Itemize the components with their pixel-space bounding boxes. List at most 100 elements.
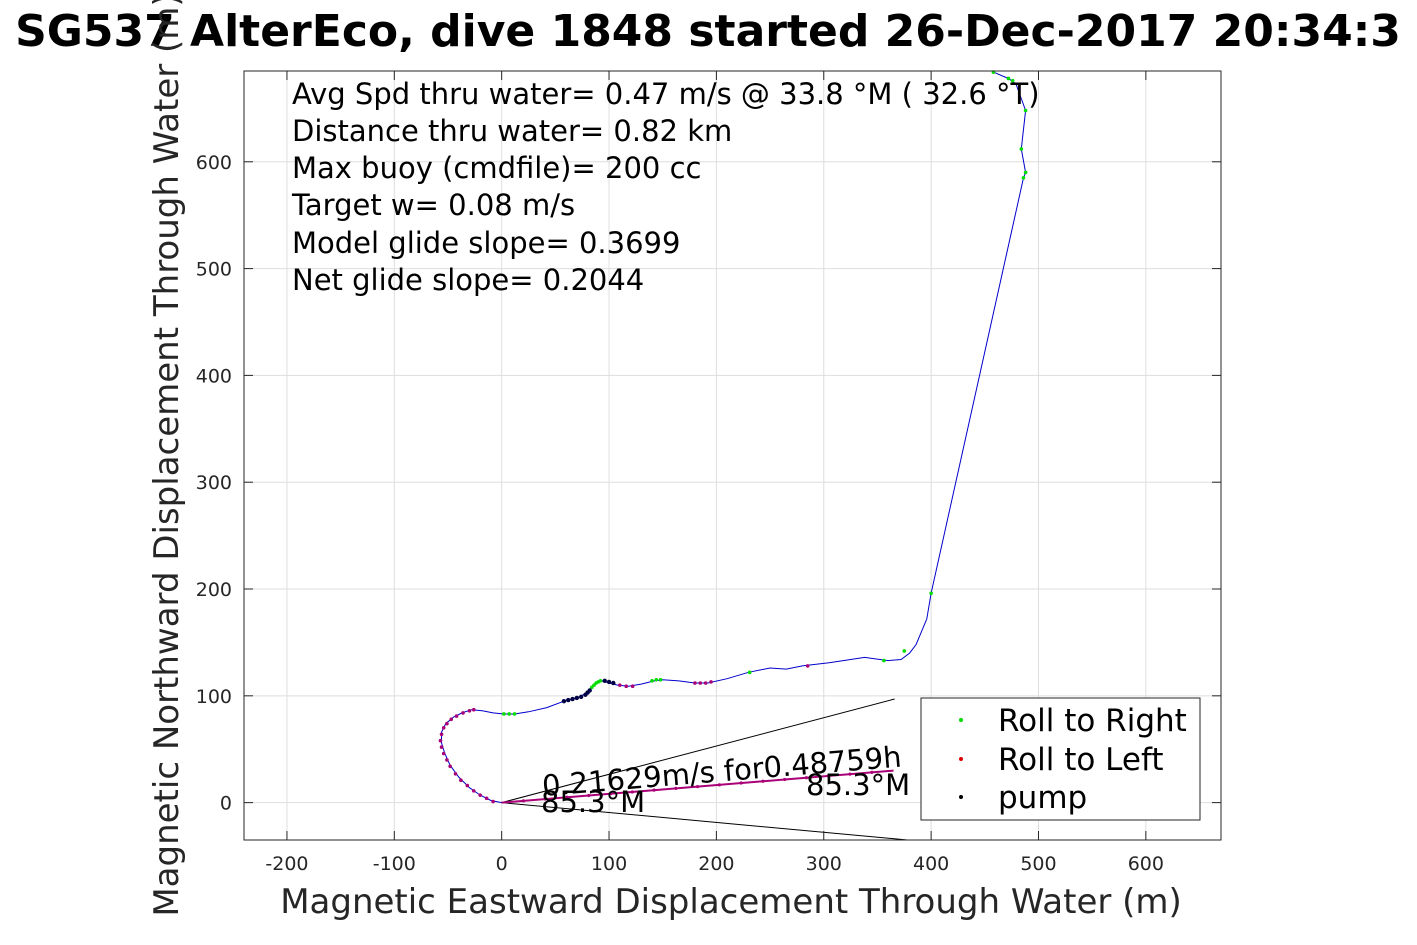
roll-left-point	[693, 681, 697, 685]
roll-left-point	[698, 681, 703, 685]
x-axis-label: Magnetic Eastward Displacement Through W…	[280, 882, 1182, 922]
roll-left-point	[617, 683, 622, 687]
roll-left-point	[449, 717, 454, 722]
pump-point	[561, 698, 567, 704]
current-vector-point	[543, 797, 547, 801]
legend-marker-roll-right	[959, 718, 963, 722]
info-distance: Distance thru water= 0.82 km	[292, 114, 732, 148]
current-vector-point	[630, 790, 634, 794]
roll-left-point	[703, 681, 708, 685]
roll-left-point	[441, 726, 446, 730]
roll-right-point	[1021, 176, 1026, 180]
roll-left-point	[438, 738, 443, 743]
current-vector-point	[565, 795, 569, 799]
current-vector-point	[739, 781, 743, 785]
current-vector-point	[587, 793, 591, 798]
y-tick-label: 100	[196, 686, 232, 708]
x-tick-label: 500	[1020, 853, 1056, 875]
heading-label-right: 85.3°M	[806, 768, 910, 802]
current-vector-point	[696, 784, 700, 789]
current-vector-point	[870, 770, 874, 774]
info-model-glide-slope: Model glide slope= 0.3699	[292, 226, 680, 260]
roll-left-point	[448, 764, 452, 769]
roll-left-point	[445, 758, 449, 762]
x-tick-label: 300	[806, 853, 842, 875]
roll-right-point	[1006, 76, 1011, 81]
roll-right-point	[650, 679, 654, 683]
roll-right-point	[598, 679, 603, 683]
current-vector-point	[717, 783, 721, 787]
pump-point	[574, 695, 580, 701]
x-tick-label: 100	[591, 853, 627, 875]
roll-right-point	[902, 649, 907, 653]
pump-point	[566, 697, 571, 703]
roll-left-point	[459, 778, 463, 782]
legend-label-roll-left: Roll to Left	[998, 742, 1164, 778]
ticks: -200 -100 0 100 200 300 400 500 600 0 100 200 300 400…	[196, 71, 1221, 875]
roll-left-point	[445, 721, 449, 726]
heading-label-left: 85.3°M	[541, 785, 645, 819]
x-tick-label: -200	[265, 853, 308, 875]
roll-right-point	[507, 712, 511, 716]
roll-right-point	[1023, 108, 1028, 113]
series-layer	[438, 70, 1028, 841]
y-tick-label: 500	[196, 259, 232, 281]
info-text-block: Avg Spd thru water= 0.47 m/s @ 33.8 °M (…	[291, 77, 1040, 297]
roll-left-point	[461, 711, 465, 715]
x-tick-label: 400	[913, 853, 949, 875]
pump-point	[570, 696, 575, 702]
roll-left-point	[439, 732, 444, 737]
y-tick-label: 0	[220, 793, 232, 815]
roll-left-point	[484, 796, 489, 801]
roll-right-point	[1010, 78, 1015, 83]
roll-left-point	[439, 745, 444, 749]
y-tick-label: 600	[196, 152, 232, 174]
info-target-w: Target w= 0.08 m/s	[291, 188, 575, 222]
chart-title: SG537 AlterEco, dive 1848 started 26-Dec…	[15, 6, 1401, 57]
current-vector-point	[848, 772, 852, 776]
y-tick-label: 300	[196, 472, 232, 494]
roll-right-point	[512, 712, 517, 716]
roll-left-point	[805, 664, 810, 668]
current-vector-point	[608, 792, 613, 796]
legend-marker-pump	[959, 795, 963, 799]
legend-box	[920, 697, 1201, 821]
roll-left-point	[465, 783, 470, 788]
current-wedge-upper	[501, 698, 895, 804]
current-vector-point	[652, 788, 656, 792]
roll-left-point	[453, 771, 458, 776]
x-tick-label: 0	[496, 853, 508, 875]
roll-right-point	[654, 677, 659, 682]
pump-point	[587, 688, 592, 693]
current-vector-point	[761, 779, 765, 783]
roll-right-point	[1019, 147, 1024, 151]
roll-left-point	[491, 799, 495, 804]
x-tick-label: 200	[698, 853, 734, 875]
current-vector-point	[783, 777, 787, 782]
legend-label-pump: pump	[998, 780, 1087, 816]
roll-left-point	[478, 793, 482, 797]
legend-marker-roll-left	[959, 757, 963, 761]
current-vector-point	[826, 774, 830, 778]
y-tick-label: 200	[196, 579, 232, 601]
roll-right-point	[929, 591, 933, 596]
track-line	[441, 71, 1027, 804]
legend-label-roll-right: Roll to Right	[998, 703, 1187, 739]
current-wedge-lower	[501, 802, 908, 841]
roll-right-point	[747, 670, 752, 675]
info-net-glide-slope: Net glide slope= 0.2044	[292, 263, 644, 297]
y-tick-label: 400	[196, 365, 232, 387]
roll-left-point	[454, 714, 459, 718]
pump-point	[578, 694, 584, 700]
current-vector-point	[521, 799, 526, 803]
roll-right-point	[502, 712, 506, 716]
current-vector-point	[804, 776, 809, 780]
roll-left-point	[471, 789, 476, 793]
roll-left-point	[471, 707, 476, 712]
roll-left-point	[709, 680, 713, 684]
x-tick-label: -100	[373, 853, 416, 875]
pump-point	[611, 680, 616, 686]
y-axis-label: Magnetic Northward Displacement Through …	[147, 0, 187, 917]
legend: Roll to Right Roll to Left pump	[920, 697, 1201, 821]
